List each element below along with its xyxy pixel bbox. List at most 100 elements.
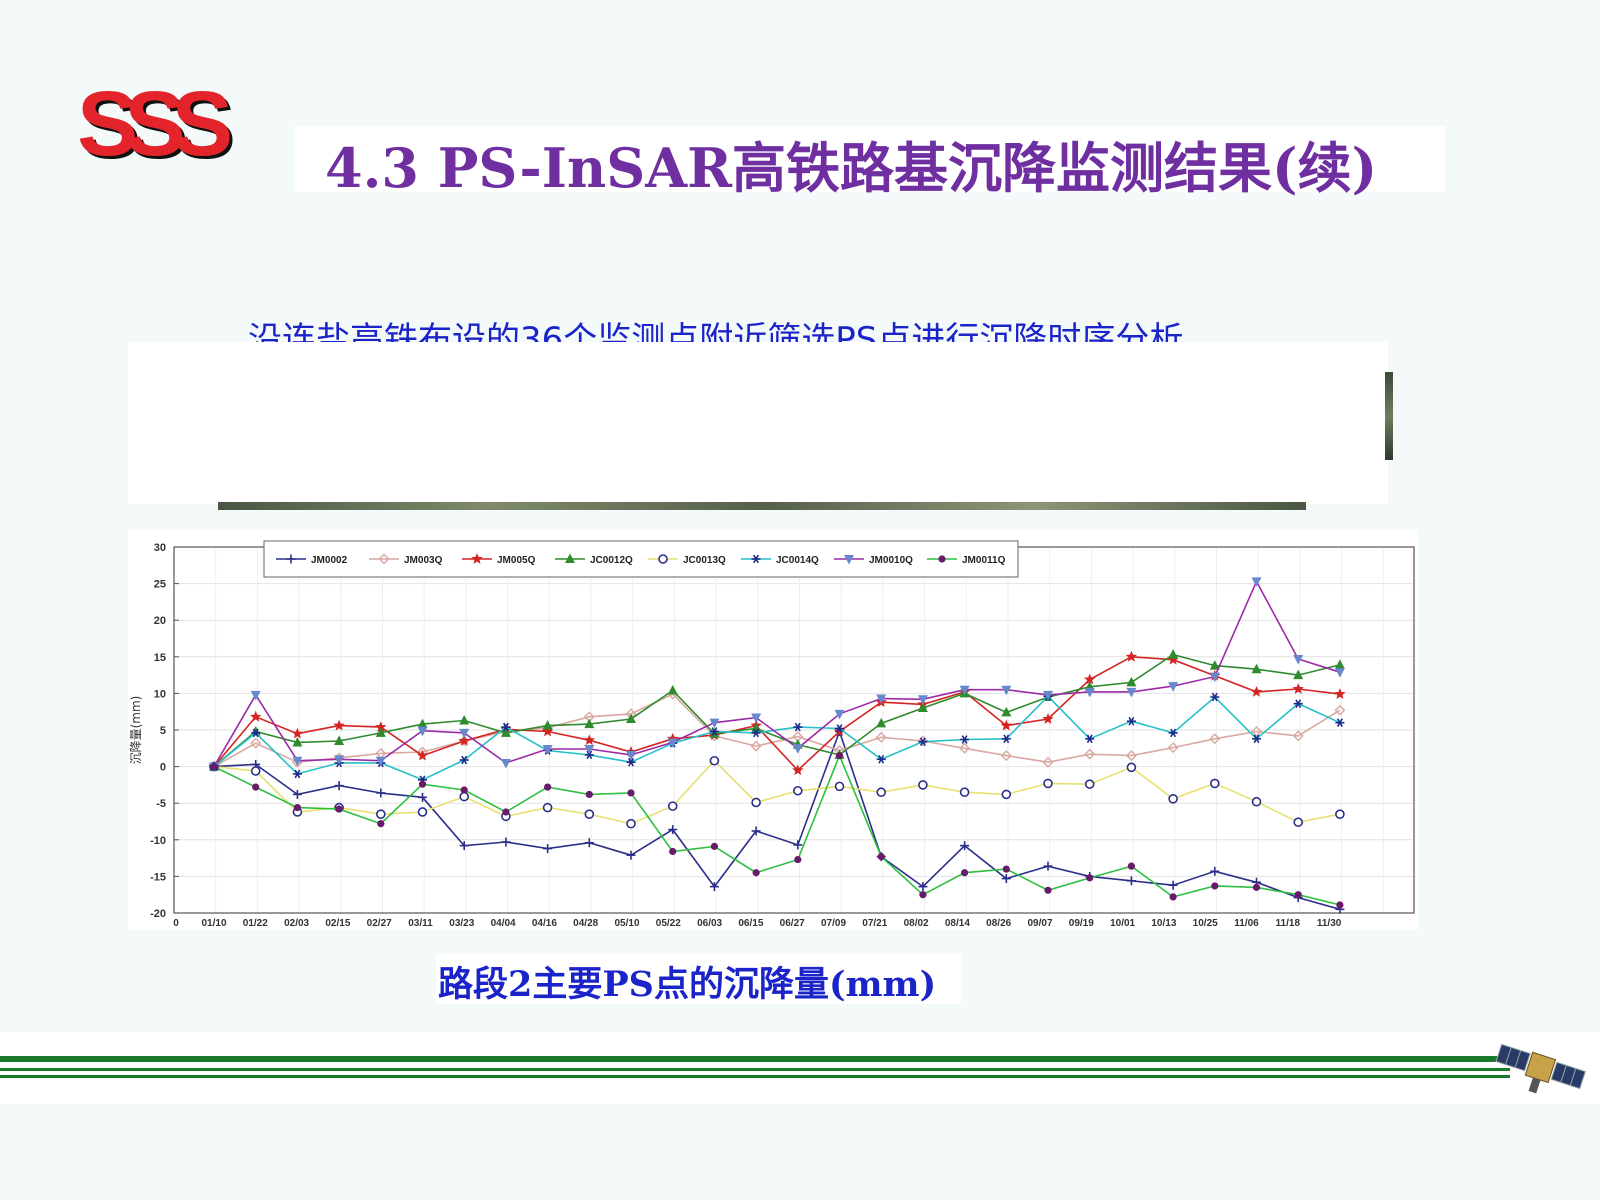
data-point	[1250, 685, 1263, 697]
data-point	[292, 756, 303, 767]
data-point	[626, 850, 636, 860]
x-tick-label: 10/01	[1110, 918, 1135, 929]
series-line	[213, 729, 1341, 911]
data-point	[250, 737, 262, 749]
data-point	[1251, 725, 1262, 737]
data-point	[1293, 669, 1304, 680]
data-point	[1126, 676, 1137, 687]
data-point	[917, 702, 928, 713]
data-point	[252, 783, 260, 791]
data-point	[960, 841, 970, 851]
data-point	[959, 742, 971, 754]
legend-entry: JM0011Q	[962, 555, 1006, 566]
data-point	[1126, 762, 1137, 773]
data-point	[291, 727, 304, 739]
data-point	[1335, 718, 1345, 727]
data-point	[792, 744, 803, 754]
data-point	[583, 734, 595, 746]
data-point	[1334, 704, 1346, 716]
data-point	[793, 722, 803, 732]
data-point	[376, 788, 386, 798]
y-tick-label: 0	[160, 762, 166, 774]
legend-marker	[378, 553, 390, 565]
legend-marker	[471, 553, 483, 564]
data-point	[1042, 756, 1054, 768]
data-point	[876, 717, 887, 728]
series-line	[213, 693, 1341, 768]
data-point	[1126, 716, 1136, 726]
data-point	[1293, 817, 1303, 828]
data-point	[501, 837, 511, 847]
data-point	[333, 719, 345, 731]
data-point	[626, 818, 636, 829]
data-point	[542, 720, 553, 730]
data-point	[1167, 742, 1179, 754]
legend-entry: JC0014Q	[776, 555, 819, 566]
data-point	[1209, 660, 1220, 670]
series-line	[213, 695, 1341, 781]
chart-svg: -20 -15 -10 -5 0 5 10 15 20 25 30 沉降量(mm) 0 01/10 01/2…	[128, 530, 1418, 930]
y-tick-label: 15	[154, 652, 166, 664]
data-point	[794, 855, 802, 864]
data-point	[417, 718, 428, 729]
data-point	[1210, 778, 1220, 789]
map-image-panel	[128, 342, 1388, 504]
x-tick-label: 05/10	[614, 918, 639, 929]
data-point	[500, 727, 511, 737]
data-point	[376, 809, 386, 819]
x-tick-label: 02/27	[367, 918, 392, 929]
data-point	[918, 737, 928, 747]
data-point	[960, 735, 970, 744]
data-point	[710, 842, 719, 850]
data-point	[1084, 673, 1096, 685]
data-point	[751, 713, 762, 724]
chart-caption: 路段2主要PS点的沉降量(mm)	[438, 964, 937, 1005]
series-line	[213, 655, 1340, 772]
data-point	[876, 694, 887, 705]
y-tick-label: 20	[154, 615, 166, 627]
x-tick-label: 11/06	[1234, 918, 1259, 929]
series-JM0010Q	[213, 577, 1345, 769]
series-JC0012Q	[213, 649, 1345, 768]
data-point	[417, 807, 428, 817]
chart-legend: JM0002 JM003Q JM005Q JC0012Q JC0013Q JC0014Q J…	[263, 540, 1019, 578]
data-point	[1168, 682, 1179, 692]
data-point	[1251, 577, 1262, 587]
data-point	[1167, 653, 1179, 665]
data-point	[1292, 730, 1304, 742]
data-point	[793, 840, 803, 850]
data-point	[667, 732, 679, 744]
data-point	[1168, 794, 1178, 804]
series-JC0013Q	[213, 755, 1345, 829]
data-point	[502, 808, 510, 816]
data-point	[1168, 728, 1178, 738]
data-point	[1127, 862, 1135, 870]
y-tick-label: 30	[154, 542, 166, 554]
series-line	[213, 753, 1341, 906]
footer-stripe-top	[0, 1056, 1510, 1062]
data-point	[918, 882, 928, 892]
data-point	[1168, 649, 1179, 659]
data-point	[835, 752, 844, 760]
data-point	[292, 789, 302, 799]
data-point	[334, 781, 344, 791]
data-point	[1169, 893, 1177, 901]
legend-marker	[844, 555, 854, 565]
x-tick-label: 09/19	[1069, 918, 1094, 929]
data-point	[961, 869, 969, 877]
data-point	[752, 869, 760, 877]
data-point	[834, 781, 845, 792]
data-point	[667, 801, 678, 811]
legend-entry: JM0010Q	[869, 555, 913, 566]
data-point	[584, 838, 594, 848]
x-tick-label: 10/25	[1193, 918, 1218, 929]
data-point	[917, 695, 928, 705]
x-tick-label: 08/14	[945, 918, 970, 929]
map-image-edge	[1385, 372, 1393, 460]
data-point	[584, 718, 595, 729]
data-point	[459, 841, 469, 851]
data-point	[459, 755, 469, 765]
data-point	[375, 721, 387, 732]
x-tick-label: 02/03	[284, 918, 309, 929]
data-point	[250, 710, 262, 722]
